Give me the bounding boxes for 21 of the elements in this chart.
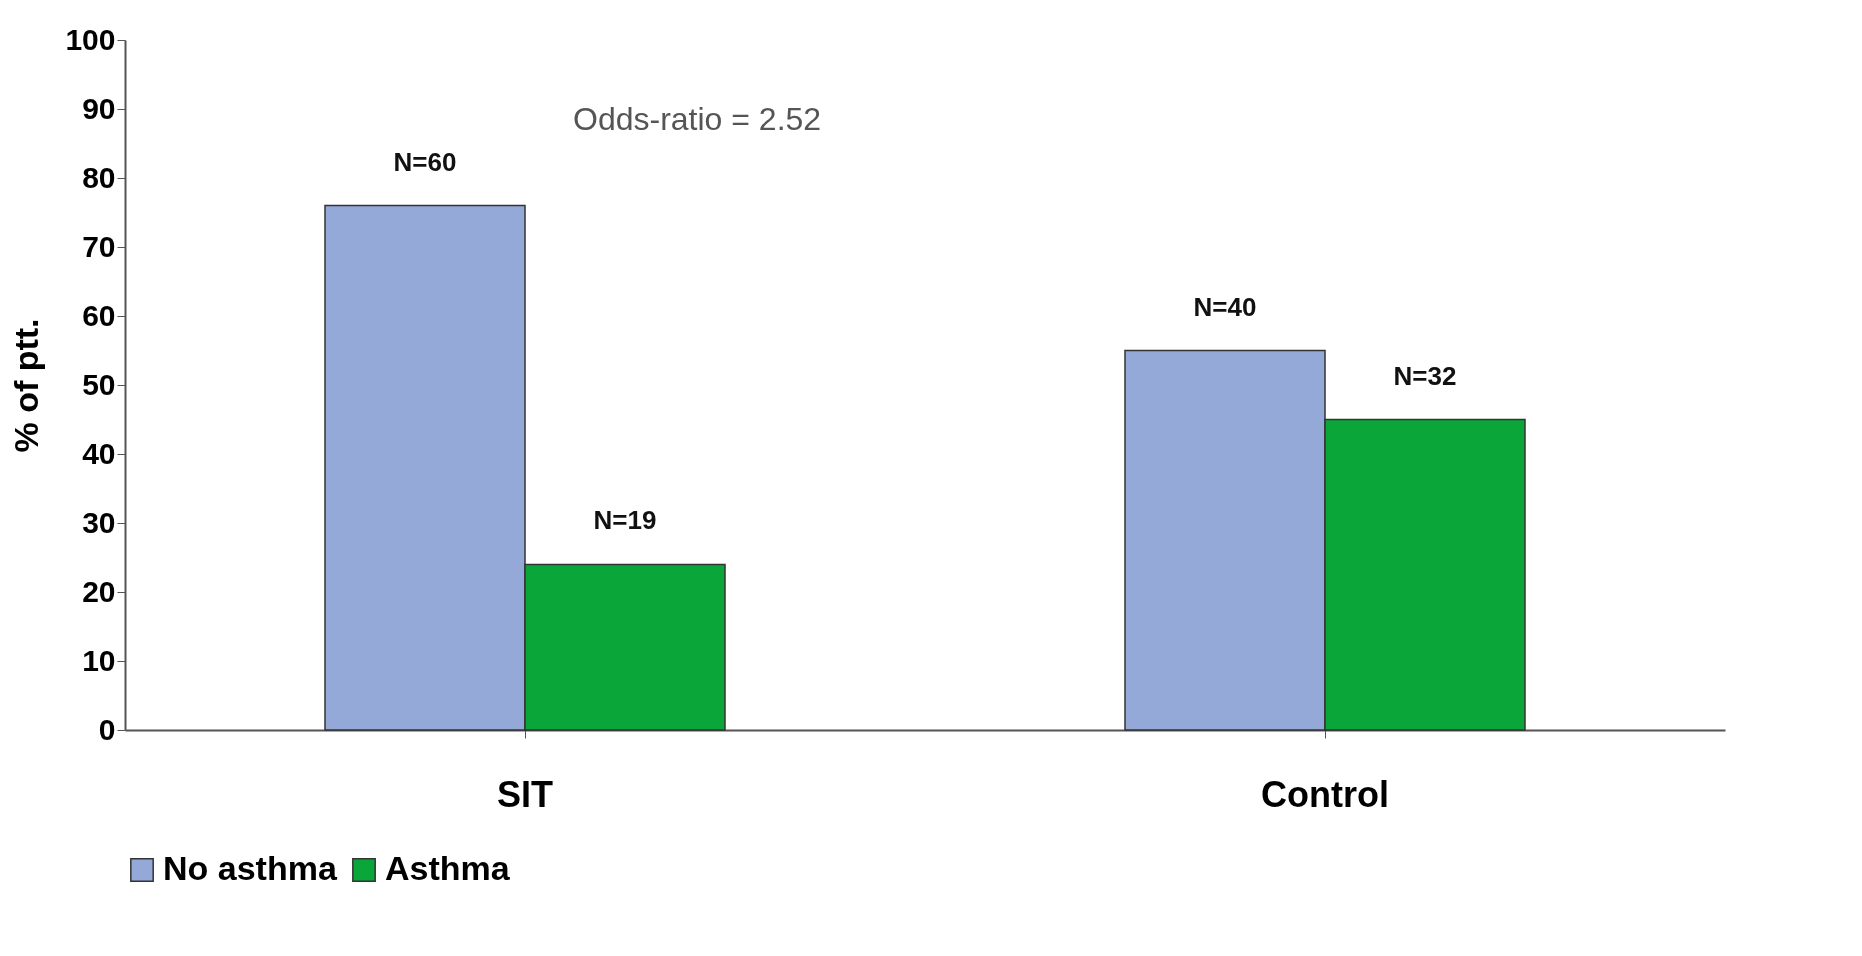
x-tick-label: SIT — [496, 773, 554, 815]
legend-label: Asthma — [385, 849, 511, 887]
legend-label: No asthma — [163, 849, 338, 887]
annotation: N=32 — [1393, 360, 1457, 391]
y-axis-title: % of ptt. — [7, 318, 46, 453]
annotation: N=40 — [1193, 291, 1257, 322]
y-tick-label: 40 — [82, 436, 116, 470]
y-tick-label: 20 — [82, 574, 116, 608]
y-tick-label: 10 — [82, 643, 116, 677]
y-tick-label: 60 — [82, 298, 116, 332]
annotation: Odds-ratio = 2.52 — [573, 101, 822, 137]
y-tick-label: 30 — [82, 505, 116, 539]
annotation: N=60 — [393, 146, 457, 177]
y-tick-label: 70 — [82, 229, 116, 263]
annotation: N=19 — [593, 505, 657, 536]
y-tick-label: 0 — [98, 712, 116, 746]
y-tick-label: 50 — [82, 367, 116, 401]
y-tick-label: 90 — [82, 91, 116, 125]
y-tick-label: 80 — [82, 160, 116, 194]
y-tick-label: 100 — [65, 22, 116, 56]
x-tick-label: Control — [1261, 773, 1389, 815]
